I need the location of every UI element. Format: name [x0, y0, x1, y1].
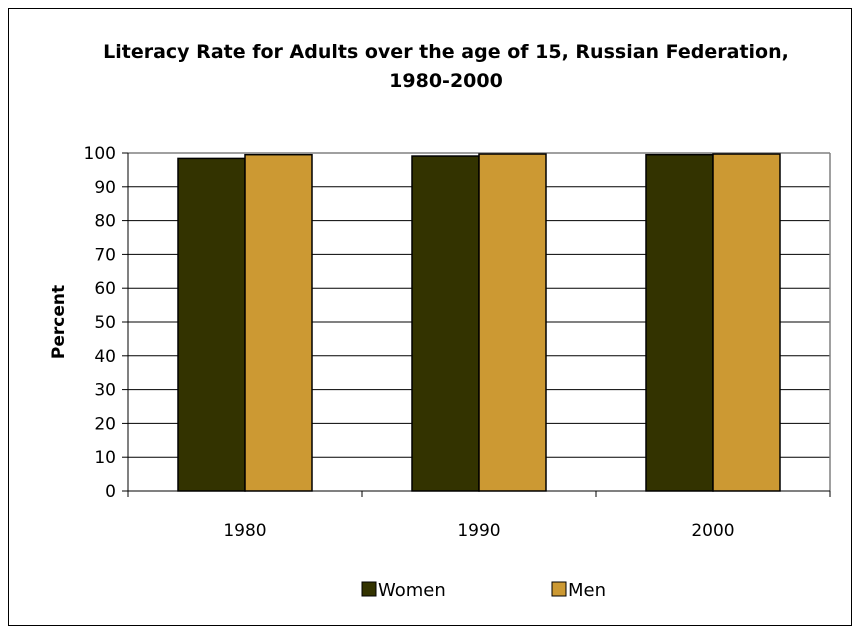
bar-men-1980: [244, 153, 313, 492]
y-tick-label: 60: [94, 279, 116, 299]
bar-women-1980: [177, 157, 246, 492]
y-tick-label: 30: [94, 381, 116, 401]
chart-title-line2: 1980-2000: [389, 70, 503, 92]
x-axis: 1980 1990 2000: [127, 490, 831, 541]
bars: [177, 153, 781, 492]
y-tick-label: 20: [94, 414, 116, 434]
legend-label-women: Women: [378, 580, 446, 601]
y-tick-label: 70: [94, 245, 116, 265]
y-tick-label: 10: [94, 448, 116, 468]
bar-women-1990: [411, 155, 480, 492]
y-tick-label: 80: [94, 212, 116, 232]
chart-title-line1: Literacy Rate for Adults over the age of…: [103, 41, 789, 63]
x-tick-label: 2000: [691, 521, 734, 541]
legend-swatch-women: [361, 581, 377, 597]
y-tick-label: 50: [94, 313, 116, 333]
y-axis-label: Percent: [49, 285, 69, 359]
bar-women-2000: [645, 153, 714, 492]
y-tick-label: 0: [105, 482, 116, 502]
x-tick-label: 1990: [457, 521, 500, 541]
x-tick-label: 1980: [223, 521, 266, 541]
bar-men-2000: [712, 153, 781, 492]
legend-label-men: Men: [568, 580, 606, 601]
y-axis: 0 10 20 30 40 50 60 70 80 90 100: [84, 144, 129, 502]
y-tick-label: 40: [94, 347, 116, 367]
legend-swatch-men: [551, 581, 567, 597]
y-tick-label: 90: [94, 178, 116, 198]
y-tick-label: 100: [84, 144, 116, 164]
bar-men-1990: [478, 153, 547, 492]
legend: Women Men: [361, 580, 606, 601]
